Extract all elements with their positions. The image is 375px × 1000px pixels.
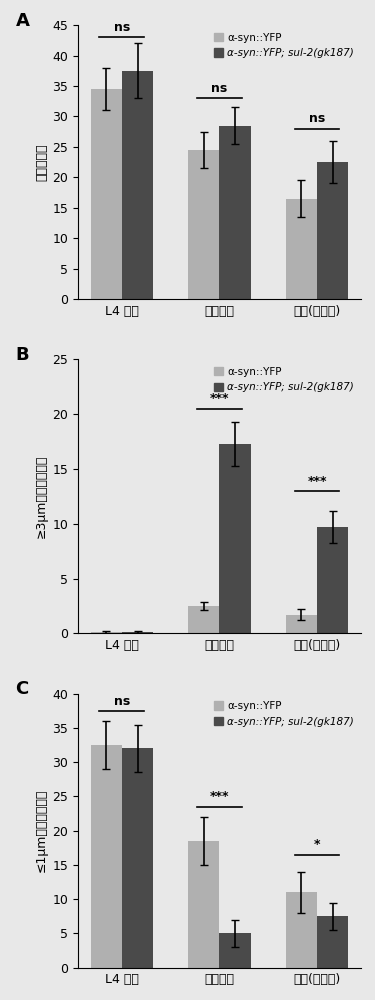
Bar (122, 632, 153, 633)
Text: ns: ns (114, 695, 130, 708)
Text: *: * (314, 838, 320, 851)
Bar (317, 916, 348, 968)
Bar (219, 444, 251, 633)
Bar (91, 632, 122, 633)
Text: C: C (15, 680, 29, 698)
Bar (188, 150, 219, 299)
Y-axis label: ≤1μm的聚集体数目: ≤1μm的聚集体数目 (35, 789, 48, 872)
Bar (286, 892, 317, 968)
Legend: α-syn::YFP, α-syn::YFP; sul-2(gk187): α-syn::YFP, α-syn::YFP; sul-2(gk187) (211, 365, 356, 395)
Text: B: B (15, 346, 29, 364)
Text: ns: ns (309, 112, 325, 125)
Bar (219, 933, 251, 968)
Bar (122, 71, 153, 299)
Text: ***: *** (210, 790, 229, 803)
Y-axis label: 聚集体总数: 聚集体总数 (35, 143, 48, 181)
Bar (122, 748, 153, 968)
Bar (317, 162, 348, 299)
Text: ns: ns (211, 82, 228, 95)
Bar (188, 606, 219, 633)
Bar (317, 527, 348, 633)
Text: ***: *** (307, 475, 327, 488)
Bar (286, 615, 317, 633)
Bar (91, 745, 122, 968)
Bar (219, 126, 251, 299)
Text: ***: *** (210, 392, 229, 405)
Y-axis label: ≥3μm的聚集体数目: ≥3μm的聚集体数目 (35, 455, 48, 538)
Text: ns: ns (114, 21, 130, 34)
Bar (286, 199, 317, 299)
Text: A: A (15, 12, 29, 30)
Bar (91, 89, 122, 299)
Bar (188, 841, 219, 968)
Legend: α-syn::YFP, α-syn::YFP; sul-2(gk187): α-syn::YFP, α-syn::YFP; sul-2(gk187) (211, 699, 356, 729)
Legend: α-syn::YFP, α-syn::YFP; sul-2(gk187): α-syn::YFP, α-syn::YFP; sul-2(gk187) (211, 30, 356, 60)
